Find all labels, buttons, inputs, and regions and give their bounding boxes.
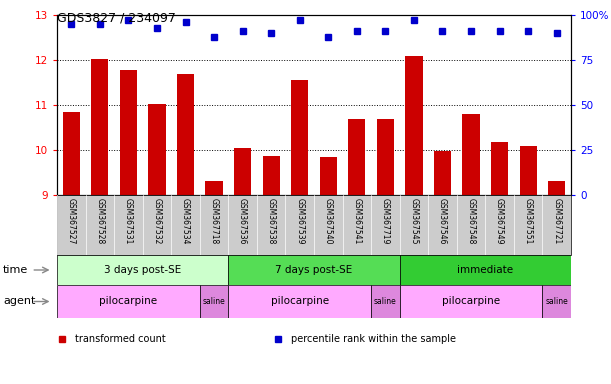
Bar bbox=[291, 80, 309, 195]
Bar bbox=[57, 285, 200, 318]
Text: pilocarpine: pilocarpine bbox=[100, 296, 158, 306]
Text: saline: saline bbox=[374, 297, 397, 306]
Bar bbox=[548, 180, 565, 195]
Text: 7 days post-SE: 7 days post-SE bbox=[276, 265, 353, 275]
Text: percentile rank within the sample: percentile rank within the sample bbox=[291, 334, 456, 344]
Text: transformed count: transformed count bbox=[75, 334, 166, 344]
Bar bbox=[434, 151, 451, 195]
Text: GDS3827 / 234097: GDS3827 / 234097 bbox=[57, 12, 176, 25]
Bar bbox=[229, 255, 400, 285]
Text: pilocarpine: pilocarpine bbox=[442, 296, 500, 306]
Bar bbox=[519, 146, 536, 195]
Text: GSM367545: GSM367545 bbox=[409, 198, 419, 245]
Text: 3 days post-SE: 3 days post-SE bbox=[104, 265, 181, 275]
Text: GSM367532: GSM367532 bbox=[152, 198, 161, 244]
Text: GSM367527: GSM367527 bbox=[67, 198, 76, 244]
Bar bbox=[400, 285, 543, 318]
Bar bbox=[57, 255, 229, 285]
Bar bbox=[371, 285, 400, 318]
Bar bbox=[229, 285, 371, 318]
Text: GSM367531: GSM367531 bbox=[124, 198, 133, 244]
Text: agent: agent bbox=[3, 296, 35, 306]
Text: GSM367534: GSM367534 bbox=[181, 198, 190, 245]
Text: saline: saline bbox=[203, 297, 225, 306]
Bar bbox=[234, 148, 251, 195]
Bar bbox=[491, 142, 508, 195]
Bar bbox=[120, 70, 137, 195]
Bar bbox=[263, 156, 280, 195]
Text: GSM367539: GSM367539 bbox=[295, 198, 304, 245]
Text: time: time bbox=[3, 265, 28, 275]
Text: GSM367718: GSM367718 bbox=[210, 198, 219, 244]
Bar bbox=[63, 112, 80, 195]
Bar bbox=[320, 157, 337, 195]
Bar bbox=[348, 119, 365, 195]
Text: immediate: immediate bbox=[457, 265, 513, 275]
Text: GSM367549: GSM367549 bbox=[495, 198, 504, 245]
Bar bbox=[377, 119, 394, 195]
Bar bbox=[148, 104, 166, 195]
Bar bbox=[543, 285, 571, 318]
Bar bbox=[405, 56, 423, 195]
Text: GSM367546: GSM367546 bbox=[438, 198, 447, 245]
Bar bbox=[400, 255, 571, 285]
Text: GSM367540: GSM367540 bbox=[324, 198, 333, 245]
Text: GSM367538: GSM367538 bbox=[266, 198, 276, 244]
Text: GSM367551: GSM367551 bbox=[524, 198, 533, 244]
Bar bbox=[200, 285, 229, 318]
Text: GSM367719: GSM367719 bbox=[381, 198, 390, 244]
Text: saline: saline bbox=[546, 297, 568, 306]
Text: pilocarpine: pilocarpine bbox=[271, 296, 329, 306]
Text: GSM367536: GSM367536 bbox=[238, 198, 247, 245]
Text: GSM367548: GSM367548 bbox=[467, 198, 475, 244]
Bar bbox=[91, 59, 108, 195]
Text: GSM367721: GSM367721 bbox=[552, 198, 562, 244]
Bar bbox=[463, 114, 480, 195]
Bar bbox=[205, 182, 222, 195]
Text: GSM367541: GSM367541 bbox=[353, 198, 361, 244]
Text: GSM367528: GSM367528 bbox=[95, 198, 104, 244]
Bar bbox=[177, 74, 194, 195]
